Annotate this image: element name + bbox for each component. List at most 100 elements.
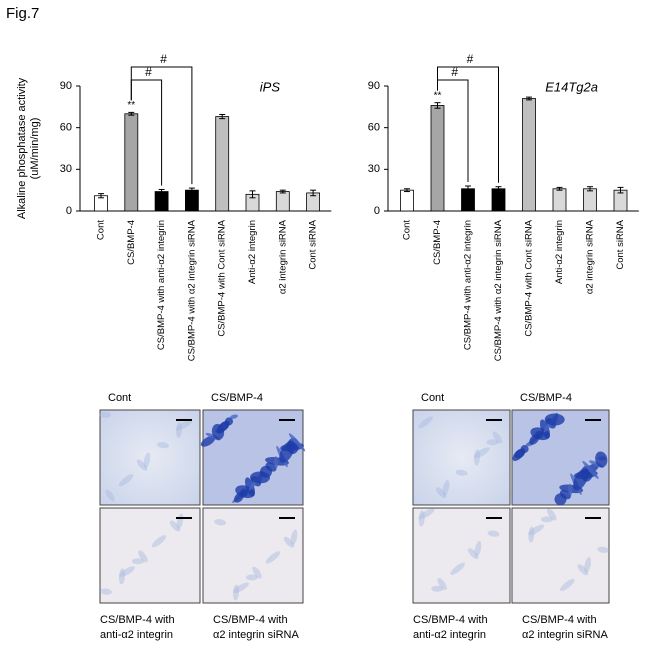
error-bar <box>98 193 104 199</box>
bar <box>552 188 567 212</box>
stain <box>474 540 482 557</box>
x-tick-label: Cont <box>96 220 107 240</box>
stain <box>119 566 135 577</box>
panel-label: Cont <box>421 392 444 404</box>
stain <box>450 562 465 575</box>
stain <box>230 414 238 419</box>
x-tick-label: CS/BMP-4 <box>432 220 443 265</box>
stain <box>233 582 249 594</box>
micrograph-bg <box>511 507 610 604</box>
stain <box>138 550 148 563</box>
stain <box>560 578 575 592</box>
panel-label: anti-α2 integrin <box>413 629 486 641</box>
y-axis-label: (uM/min/mg) <box>29 118 41 180</box>
stain <box>568 483 573 496</box>
y-tick-label: 60 <box>60 122 72 134</box>
micrograph <box>200 409 306 506</box>
error-bar <box>188 187 195 193</box>
bar <box>400 189 414 212</box>
error-bar <box>158 188 165 195</box>
stain <box>200 435 216 447</box>
x-tick-label: CS/BMP-4 with Cont siRNA <box>217 219 228 336</box>
micrograph-bg <box>412 409 511 506</box>
stain <box>442 480 450 496</box>
stain <box>455 469 468 476</box>
stain <box>492 431 503 444</box>
panel-label: anti-α2 integrin <box>100 629 173 641</box>
micrograph <box>412 409 511 506</box>
stain <box>467 548 479 560</box>
stain <box>528 524 545 536</box>
x-tick-label: α2 integrin siRNA <box>277 219 288 294</box>
stain <box>273 456 279 469</box>
stain <box>265 551 281 564</box>
x-tick-label: CS/BMP-4 <box>126 220 137 265</box>
micrograph-bg <box>99 507 201 604</box>
significance-mark: ** <box>434 90 442 101</box>
stain <box>157 442 169 449</box>
error-bar <box>556 186 563 191</box>
stain <box>512 448 526 462</box>
error-bar <box>310 189 317 197</box>
micrograph <box>511 409 610 506</box>
stain <box>418 416 433 429</box>
stain <box>118 568 126 585</box>
y-tick-label: 90 <box>368 80 380 92</box>
stain <box>487 530 500 537</box>
error-bar <box>279 189 286 194</box>
stain <box>582 460 599 479</box>
bar <box>430 105 445 212</box>
x-tick-label: Anti-α2 integrin <box>554 220 565 284</box>
error-bar <box>465 185 471 193</box>
stain <box>431 585 444 592</box>
stain <box>597 546 610 553</box>
bar <box>491 188 506 212</box>
stain <box>246 574 258 581</box>
stain <box>100 588 112 595</box>
bar <box>522 98 536 212</box>
y-tick-label: 90 <box>60 80 72 92</box>
stain <box>105 489 115 502</box>
error-bar <box>526 96 532 101</box>
figure-label: Fig.7 <box>6 5 39 22</box>
stain <box>486 439 499 446</box>
micrograph-bg <box>412 507 511 604</box>
stain <box>544 413 565 426</box>
bar <box>461 188 475 212</box>
stain <box>283 536 295 548</box>
x-tick-label: CS/BMP-4 with Cont siRNA <box>524 219 535 336</box>
panel-label: Cont <box>108 392 131 404</box>
micrograph <box>412 507 511 604</box>
comparison-bracket <box>130 66 193 185</box>
stain <box>136 459 148 471</box>
panel-label: CS/BMP-4 with <box>522 614 597 626</box>
chart-title: E14Tg2a <box>545 79 598 94</box>
bar <box>215 116 230 212</box>
stain <box>437 578 447 590</box>
error-bar <box>434 102 441 109</box>
error-bar <box>495 186 502 192</box>
stain <box>252 566 262 579</box>
significance-mark: ** <box>127 100 135 111</box>
bar <box>184 189 199 212</box>
micrograph-bg <box>202 507 304 604</box>
bar <box>275 191 290 212</box>
x-tick-label: CS/BMP-4 with anti-α2 integrin <box>463 220 474 350</box>
stain <box>169 520 181 532</box>
stain <box>143 452 151 469</box>
panel-label: CS/BMP-4 <box>211 392 263 404</box>
x-tick-label: Cont siRNA <box>615 219 626 269</box>
stain <box>528 526 535 543</box>
comparison-mark: # <box>467 52 474 66</box>
micrograph <box>99 409 201 506</box>
error-bar <box>587 186 593 192</box>
stain <box>577 564 589 576</box>
stain <box>175 421 183 438</box>
panel-label: α2 integrin siRNA <box>213 629 299 641</box>
micrograph-bg <box>99 409 201 506</box>
stain <box>418 510 425 527</box>
x-tick-label: CS/BMP-4 with α2 integrin siRNA <box>186 219 197 361</box>
stain <box>118 474 134 487</box>
y-tick-label: 0 <box>374 205 380 217</box>
stain <box>132 558 144 565</box>
